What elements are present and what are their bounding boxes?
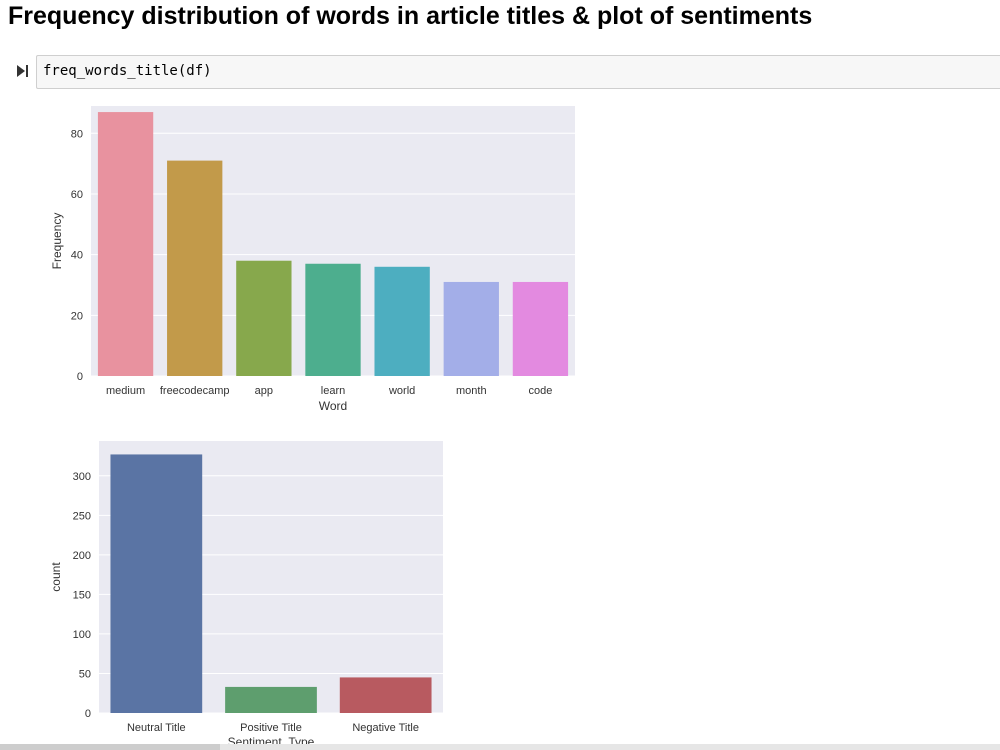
y-tick-label: 100 [73,629,91,641]
x-tick-label: app [255,385,273,397]
y-tick-label: 40 [71,250,83,262]
y-tick-label: 250 [73,510,91,522]
bar-freecodecamp [167,160,223,376]
y-tick-label: 0 [85,708,91,720]
x-tick-label: learn [321,385,345,397]
x-tick-label: world [388,385,415,397]
code-cell-input[interactable]: freq_words_title(df) [36,55,1000,89]
x-tick-label: month [456,385,487,397]
x-tick-label: code [528,385,552,397]
y-tick-label: 300 [73,471,91,483]
y-tick-label: 60 [71,189,83,201]
bar-learn [305,263,361,376]
x-axis-label: Word [319,399,347,413]
bar-world [374,266,430,376]
y-tick-label: 200 [73,550,91,562]
x-tick-label: Neutral Title [127,722,186,734]
bar-negative-title [339,677,432,713]
scrollbar-thumb[interactable] [0,744,220,750]
bar-neutral-title [110,454,203,713]
bar-medium [97,112,154,376]
bar-month [443,281,499,376]
x-tick-label: Positive Title [240,722,302,734]
x-tick-label: Negative Title [352,722,419,734]
section-heading: Frequency distribution of words in artic… [8,2,813,30]
y-tick-label: 150 [73,589,91,601]
y-axis-label: count [49,562,63,592]
bar-app [236,260,292,376]
run-cell-icon[interactable] [14,63,30,79]
horizontal-scrollbar[interactable] [0,744,1000,750]
y-axis-label: Frequency [50,213,64,270]
y-tick-label: 50 [79,668,91,680]
y-tick-label: 0 [77,371,83,383]
code-text: freq_words_title(df) [43,63,212,79]
x-tick-label: freecodecamp [160,385,230,397]
bar-positive-title [225,686,317,713]
y-tick-label: 20 [71,310,83,322]
y-tick-label: 80 [71,128,83,140]
x-tick-label: medium [106,385,145,397]
bar-code [512,281,569,376]
